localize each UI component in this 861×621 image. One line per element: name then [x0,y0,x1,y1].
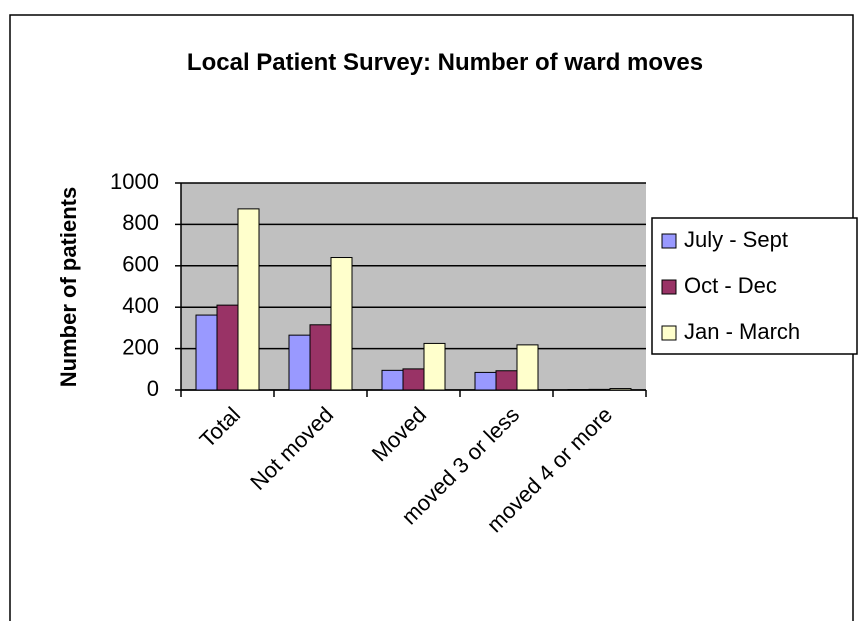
legend-swatch [661,233,677,249]
legend-label: Oct - Dec [684,273,777,298]
bar [330,257,353,391]
bar [474,371,497,391]
y-tick-label: 1000 [110,169,159,194]
bar [423,342,446,391]
legend-swatch [661,325,677,341]
bar [495,370,518,391]
y-axis-label: Number of patients [56,187,81,387]
legend-box [651,217,858,355]
y-tick-label: 600 [122,252,159,277]
bar [195,314,218,391]
bar [288,334,311,391]
legend-label: July - Sept [684,227,788,252]
bar [309,324,332,391]
bar [216,304,239,391]
y-tick-label: 200 [122,334,159,359]
bar [237,208,260,391]
legend-swatch [661,279,677,295]
y-tick-label: 800 [122,210,159,235]
y-tick-label: 400 [122,293,159,318]
chart-title: Local Patient Survey: Number of ward mov… [186,49,704,76]
bar [516,344,539,391]
bar [609,388,632,391]
bar [402,368,425,391]
legend-label: Jan - March [684,319,800,344]
bar [381,369,404,391]
bar [588,388,611,391]
y-tick-label: 0 [147,376,159,401]
